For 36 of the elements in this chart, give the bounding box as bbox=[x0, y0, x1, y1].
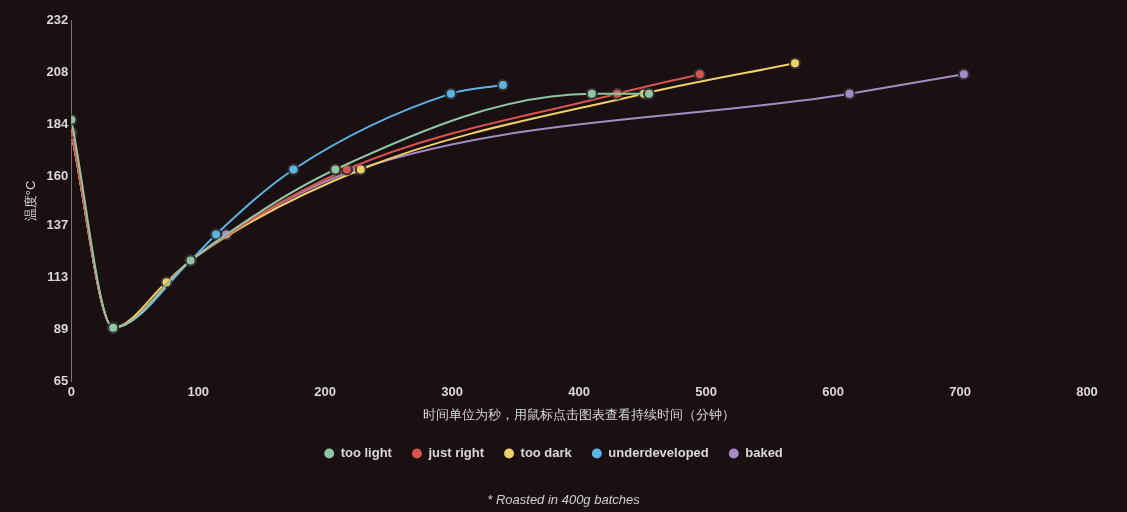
legend-label: too light bbox=[340, 445, 393, 461]
y-axis-title: 温度°C bbox=[23, 180, 39, 222]
x-tick-label: 500 bbox=[695, 384, 717, 400]
point bbox=[788, 57, 801, 70]
y-tick-label: 232 bbox=[46, 11, 69, 27]
point bbox=[693, 68, 706, 81]
x-tick-label: 700 bbox=[949, 384, 971, 400]
point bbox=[496, 78, 509, 91]
x-tick-label: 100 bbox=[187, 384, 210, 400]
x-tick-label: 200 bbox=[314, 384, 337, 400]
y-tick-label: 208 bbox=[46, 63, 69, 79]
x-axis-title: 时间单位为秒，用鼠标点击图表查看持续时间（分钟） bbox=[423, 406, 736, 422]
x-tick-label: 800 bbox=[1076, 384, 1098, 400]
point bbox=[585, 87, 598, 100]
x-tick-label: 600 bbox=[822, 384, 844, 400]
point bbox=[444, 87, 457, 100]
y-tick-label: 184 bbox=[46, 115, 70, 131]
y-tick-label: 160 bbox=[46, 167, 69, 183]
point bbox=[354, 163, 367, 176]
x-tick-label: 0 bbox=[67, 384, 75, 400]
x-tick-label: 300 bbox=[441, 384, 464, 400]
y-tick-label: 113 bbox=[47, 269, 69, 285]
legend-label: just right bbox=[427, 445, 485, 461]
y-tick-label: 89 bbox=[53, 321, 69, 337]
point bbox=[329, 163, 342, 176]
point bbox=[642, 87, 655, 100]
point bbox=[957, 68, 970, 81]
point bbox=[843, 87, 856, 100]
y-tick-label: 137 bbox=[46, 217, 69, 233]
legend-label: too dark bbox=[520, 445, 573, 461]
y-tick-label: 65 bbox=[53, 373, 69, 389]
x-tick-label: 400 bbox=[568, 384, 590, 400]
point bbox=[287, 163, 300, 176]
text: * Roasted in 400g batches bbox=[486, 492, 641, 507]
legend-label: underdeveloped bbox=[608, 445, 709, 461]
legend-label: baked bbox=[745, 445, 783, 461]
